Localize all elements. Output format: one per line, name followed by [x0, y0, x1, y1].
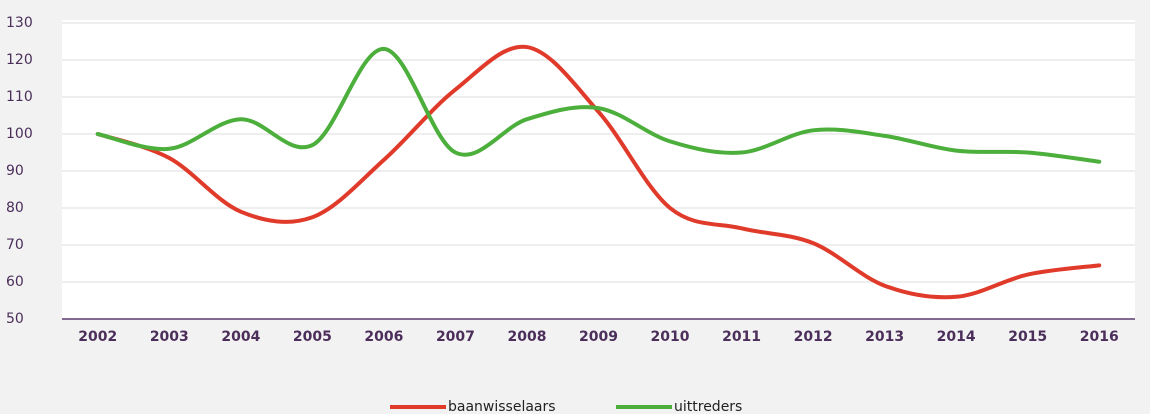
plot-area: [62, 20, 1135, 319]
x-tick-label: 2004: [221, 329, 260, 345]
x-tick-label: 2011: [722, 329, 761, 345]
x-tick-label: 2009: [579, 329, 618, 345]
x-tick-label: 2006: [364, 329, 403, 345]
x-tick-label: 2002: [78, 329, 117, 345]
y-tick-label: 80: [6, 200, 24, 216]
x-tick-label: 2003: [150, 329, 189, 345]
x-tick-label: 2010: [651, 329, 690, 345]
y-tick-label: 130: [6, 15, 33, 31]
x-tick-label: 2008: [507, 329, 546, 345]
x-tick-label: 2016: [1080, 329, 1119, 345]
x-tick-label: 2007: [436, 329, 475, 345]
x-tick-label: 2015: [1008, 329, 1047, 345]
legend-label: baanwisselaars: [448, 399, 556, 414]
y-tick-label: 60: [6, 274, 24, 290]
y-tick-label: 50: [6, 311, 24, 327]
x-tick-label: 2013: [865, 329, 904, 345]
y-tick-label: 120: [6, 52, 33, 68]
y-tick-label: 90: [6, 163, 24, 179]
line: [95, 46, 1102, 164]
x-tick-label: 2005: [293, 329, 332, 345]
x-tick-label: 2014: [937, 329, 976, 345]
x-tick-label: 2012: [794, 329, 833, 345]
legend-label: uittreders: [674, 399, 742, 414]
y-tick-label: 100: [6, 126, 33, 142]
y-tick-label: 70: [6, 237, 24, 253]
y-tick-label: 110: [6, 89, 33, 105]
